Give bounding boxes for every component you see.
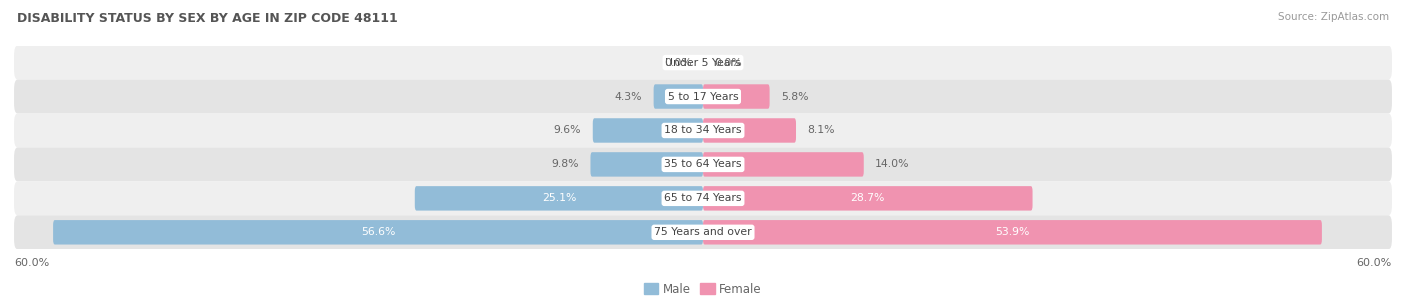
FancyBboxPatch shape bbox=[14, 215, 1392, 249]
Legend: Male, Female: Male, Female bbox=[640, 278, 766, 300]
Text: DISABILITY STATUS BY SEX BY AGE IN ZIP CODE 48111: DISABILITY STATUS BY SEX BY AGE IN ZIP C… bbox=[17, 12, 398, 25]
FancyBboxPatch shape bbox=[703, 118, 796, 143]
Text: 14.0%: 14.0% bbox=[875, 159, 910, 169]
FancyBboxPatch shape bbox=[591, 152, 703, 177]
FancyBboxPatch shape bbox=[53, 220, 703, 244]
Text: 75 Years and over: 75 Years and over bbox=[654, 227, 752, 237]
Text: 60.0%: 60.0% bbox=[1357, 258, 1392, 268]
Text: Source: ZipAtlas.com: Source: ZipAtlas.com bbox=[1278, 12, 1389, 22]
Text: 56.6%: 56.6% bbox=[361, 227, 395, 237]
FancyBboxPatch shape bbox=[14, 147, 1392, 181]
FancyBboxPatch shape bbox=[703, 84, 769, 109]
FancyBboxPatch shape bbox=[703, 220, 1322, 244]
Text: 28.7%: 28.7% bbox=[851, 193, 884, 203]
Text: 5.8%: 5.8% bbox=[782, 92, 808, 102]
Text: 9.6%: 9.6% bbox=[554, 126, 581, 136]
Text: 8.1%: 8.1% bbox=[807, 126, 835, 136]
FancyBboxPatch shape bbox=[14, 46, 1392, 80]
FancyBboxPatch shape bbox=[593, 118, 703, 143]
Text: 4.3%: 4.3% bbox=[614, 92, 643, 102]
Text: 0.0%: 0.0% bbox=[664, 57, 692, 67]
FancyBboxPatch shape bbox=[14, 113, 1392, 147]
Text: 25.1%: 25.1% bbox=[541, 193, 576, 203]
Text: 53.9%: 53.9% bbox=[995, 227, 1029, 237]
FancyBboxPatch shape bbox=[654, 84, 703, 109]
Text: 65 to 74 Years: 65 to 74 Years bbox=[664, 193, 742, 203]
FancyBboxPatch shape bbox=[415, 186, 703, 211]
FancyBboxPatch shape bbox=[14, 181, 1392, 215]
FancyBboxPatch shape bbox=[703, 186, 1032, 211]
Text: 18 to 34 Years: 18 to 34 Years bbox=[664, 126, 742, 136]
Text: Under 5 Years: Under 5 Years bbox=[665, 57, 741, 67]
Text: 9.8%: 9.8% bbox=[551, 159, 579, 169]
Text: 0.0%: 0.0% bbox=[714, 57, 742, 67]
FancyBboxPatch shape bbox=[14, 80, 1392, 113]
Text: 5 to 17 Years: 5 to 17 Years bbox=[668, 92, 738, 102]
Text: 35 to 64 Years: 35 to 64 Years bbox=[664, 159, 742, 169]
Text: 60.0%: 60.0% bbox=[14, 258, 49, 268]
FancyBboxPatch shape bbox=[703, 152, 863, 177]
